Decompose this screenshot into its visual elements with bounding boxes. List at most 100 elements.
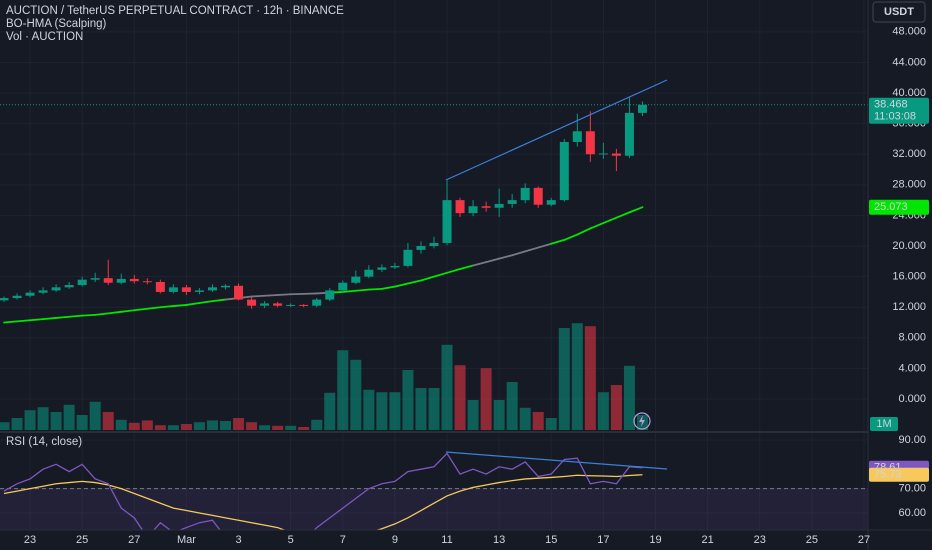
candle-body bbox=[38, 290, 48, 293]
volume-bar bbox=[571, 323, 583, 430]
x-tick-label: Mar bbox=[177, 534, 196, 546]
y-tick-label: 28.000 bbox=[892, 179, 926, 191]
hma-line bbox=[16, 319, 31, 323]
volume-tick-box bbox=[870, 417, 898, 431]
volume-bar bbox=[89, 401, 101, 430]
y-tick-label: 48.000 bbox=[892, 26, 926, 38]
hma-line bbox=[628, 206, 644, 214]
candle-body bbox=[533, 187, 543, 205]
hma-line bbox=[472, 261, 488, 267]
volume-bar bbox=[415, 388, 427, 430]
volume-bar bbox=[376, 392, 388, 430]
price-pane bbox=[0, 97, 868, 324]
candle-body bbox=[103, 278, 113, 283]
volume-bar bbox=[350, 359, 362, 430]
candle-body bbox=[598, 153, 608, 155]
hma-line bbox=[485, 257, 501, 263]
volume-bar bbox=[206, 420, 218, 430]
x-tick-label: 15 bbox=[545, 534, 557, 546]
trend-line bbox=[445, 79, 668, 181]
volume-bar bbox=[154, 425, 166, 430]
volume-bar bbox=[610, 385, 622, 430]
x-tick-label: 19 bbox=[649, 534, 661, 546]
candle-body bbox=[90, 278, 100, 280]
candle-body bbox=[624, 112, 634, 156]
hma-line bbox=[367, 287, 383, 291]
hma-line bbox=[446, 268, 461, 274]
volume-bar bbox=[115, 419, 127, 430]
volume-bar bbox=[259, 425, 271, 430]
x-tick-label: 25 bbox=[76, 534, 88, 546]
x-tick-label: 21 bbox=[701, 534, 713, 546]
rsi-pane bbox=[0, 452, 868, 530]
hma-value-box bbox=[869, 199, 929, 215]
x-tick-label: 23 bbox=[754, 534, 766, 546]
hma-line bbox=[589, 222, 605, 230]
candle-body bbox=[455, 200, 465, 214]
hma-line bbox=[550, 239, 566, 245]
x-tick-label: 17 bbox=[597, 534, 609, 546]
volume-bar bbox=[506, 382, 518, 430]
hma-line bbox=[341, 289, 357, 293]
x-tick-label: 3 bbox=[235, 534, 241, 546]
candle-body bbox=[25, 292, 35, 296]
hma-line bbox=[107, 310, 123, 315]
volume-bar bbox=[532, 412, 544, 430]
x-tick-label: 9 bbox=[392, 534, 398, 546]
hma-line bbox=[459, 264, 474, 270]
volume-bar bbox=[389, 392, 401, 430]
hma-line bbox=[263, 294, 279, 297]
hma-line bbox=[68, 314, 84, 318]
volume-bar bbox=[141, 420, 153, 430]
x-tick-label: 7 bbox=[340, 534, 346, 546]
hma-line bbox=[159, 305, 175, 309]
candle-body bbox=[77, 279, 87, 286]
alert-icon[interactable] bbox=[633, 412, 651, 430]
candle-body bbox=[142, 281, 152, 283]
x-tick-label: 23 bbox=[24, 534, 36, 546]
candle-body bbox=[234, 285, 244, 300]
candle-body bbox=[168, 287, 178, 292]
axes: 23 25 27 Mar 3 5 7 9 11 13 15 17 19 21 23 25 27 48.000 44.… bbox=[24, 26, 929, 546]
volume-bar bbox=[167, 425, 179, 430]
last-price-label: 38.468 bbox=[874, 99, 908, 111]
x-tick-label: 11 bbox=[441, 534, 452, 546]
hma-line bbox=[120, 309, 136, 313]
candle-body bbox=[338, 282, 348, 291]
candle-body bbox=[247, 299, 257, 306]
volume-bar bbox=[558, 328, 570, 430]
y-tick-label: 20.000 bbox=[892, 240, 926, 252]
candle-body bbox=[377, 267, 387, 270]
candle-body bbox=[273, 303, 283, 306]
hma-line bbox=[172, 304, 188, 307]
hma-line bbox=[420, 275, 435, 282]
hma-line bbox=[524, 246, 540, 253]
volume-bar bbox=[363, 389, 375, 430]
volume-bar bbox=[441, 344, 453, 430]
rsi-tick-label: 90.00 bbox=[898, 434, 926, 446]
candle-body bbox=[494, 203, 504, 208]
y-tick-label: 4.000 bbox=[898, 362, 926, 374]
hma-line bbox=[276, 293, 292, 296]
hma-line bbox=[602, 216, 618, 224]
candle-body bbox=[468, 206, 478, 214]
x-tick-label: 13 bbox=[493, 534, 505, 546]
volume-bar bbox=[0, 422, 10, 430]
currency-box[interactable] bbox=[872, 1, 926, 23]
y-tick-label: 16.000 bbox=[892, 271, 926, 283]
indicator-label: Vol · AUCTION bbox=[6, 31, 83, 43]
hma-line bbox=[3, 320, 18, 324]
candle-body bbox=[364, 269, 374, 277]
volume-bar bbox=[193, 422, 205, 430]
volume-bar bbox=[402, 370, 414, 430]
volume-bar bbox=[428, 388, 440, 430]
rsi-tick-label: 70.00 bbox=[898, 483, 926, 495]
candle-body bbox=[12, 295, 22, 299]
hma-line bbox=[498, 254, 514, 260]
y-tick-label: 44.000 bbox=[892, 56, 926, 68]
hma-line bbox=[393, 282, 409, 288]
volume-bar bbox=[102, 412, 114, 430]
volume-bar bbox=[180, 424, 192, 430]
